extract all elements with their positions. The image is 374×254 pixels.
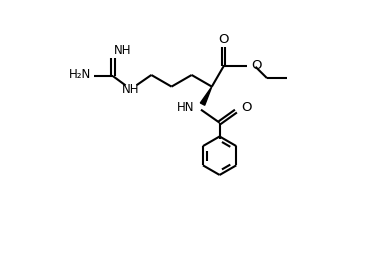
Text: H₂N: H₂N	[68, 68, 91, 81]
Text: NH: NH	[122, 83, 139, 96]
Text: O: O	[218, 33, 229, 46]
Text: O: O	[251, 59, 262, 72]
Text: HN: HN	[177, 101, 195, 114]
Text: O: O	[241, 101, 252, 114]
Text: NH: NH	[114, 44, 132, 57]
Polygon shape	[200, 87, 212, 105]
